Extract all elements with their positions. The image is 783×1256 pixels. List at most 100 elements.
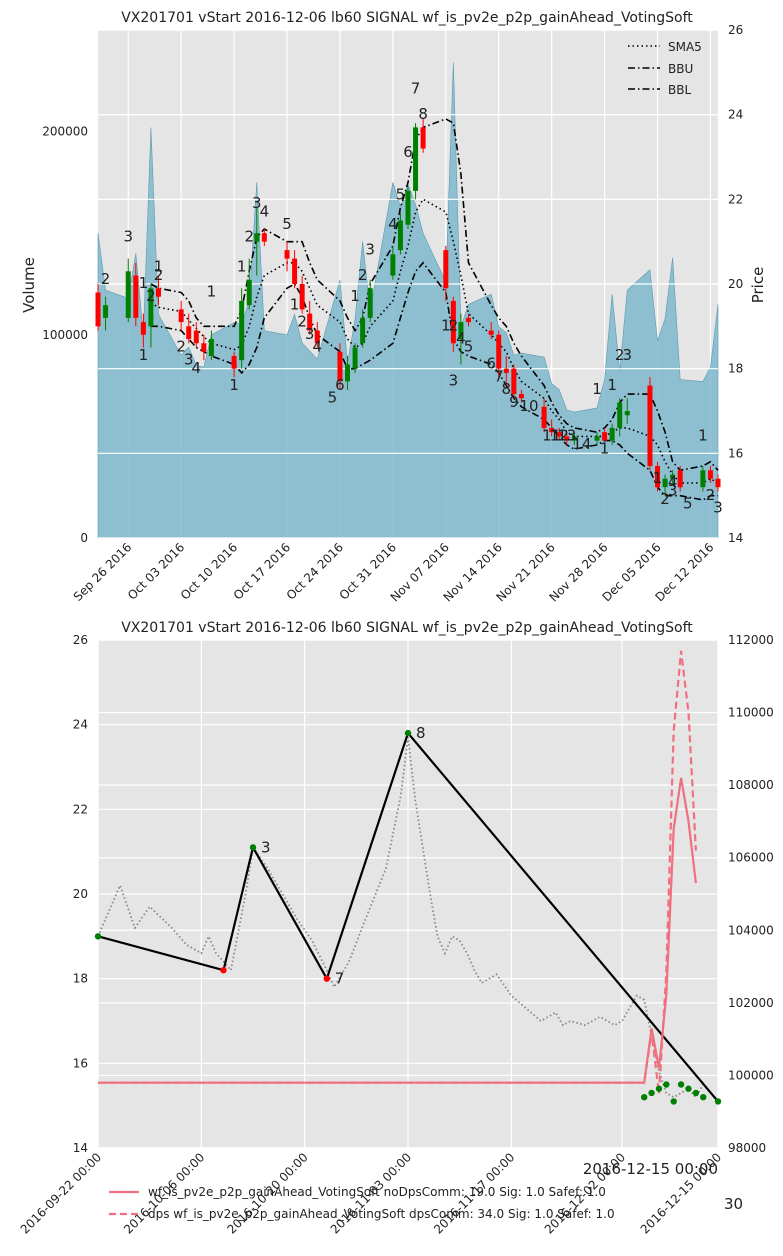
pivot-label: 7 bbox=[335, 970, 345, 988]
price-tick-label: 26 bbox=[73, 633, 88, 647]
candle-down bbox=[95, 292, 101, 327]
equity-lines bbox=[97, 650, 719, 1103]
count-label: 4 bbox=[388, 215, 398, 233]
candle-up bbox=[397, 220, 403, 251]
count-label: 3 bbox=[252, 194, 262, 212]
count-label: 7 bbox=[411, 80, 421, 98]
count-label: 8 bbox=[502, 380, 512, 398]
candle-down bbox=[677, 470, 683, 488]
pivot-point bbox=[220, 967, 227, 974]
count-label: 4 bbox=[456, 329, 466, 347]
count-label: 4 bbox=[260, 202, 270, 220]
price-tick-label: 26 bbox=[728, 23, 743, 37]
candle-up bbox=[148, 288, 154, 327]
candle-down bbox=[503, 368, 509, 373]
bbl-line bbox=[150, 261, 718, 501]
count-label: 5 bbox=[328, 389, 338, 407]
count-labels: 2311212234111234512345612345678123456789… bbox=[101, 80, 723, 517]
volume-tick-label: 200000 bbox=[42, 125, 88, 139]
candle-down bbox=[556, 432, 562, 437]
candle-up bbox=[670, 474, 676, 479]
candle-down bbox=[443, 250, 449, 289]
count-label: 2 bbox=[154, 266, 164, 284]
pivot-point bbox=[323, 975, 331, 982]
equity-tick-label: 104000 bbox=[728, 923, 774, 937]
count-label: 2 bbox=[244, 228, 254, 246]
equity-tick-label: 102000 bbox=[728, 996, 774, 1010]
candle-up bbox=[617, 402, 623, 428]
count-label: 5 bbox=[282, 215, 292, 233]
pivot-label: 3 bbox=[261, 838, 271, 856]
candle-down bbox=[284, 250, 290, 259]
count-label: 1 bbox=[350, 287, 360, 305]
legend-sma5-label: SMA5 bbox=[668, 40, 702, 54]
price-tick-label: 22 bbox=[73, 802, 88, 816]
count-label: 2 bbox=[176, 338, 186, 356]
count-label: 4 bbox=[192, 359, 202, 377]
count-label: 3 bbox=[622, 346, 632, 364]
pivot-points: 3 7 8 bbox=[94, 724, 722, 1105]
candle-down bbox=[715, 478, 721, 488]
candle-up bbox=[125, 271, 131, 318]
candle-down bbox=[549, 427, 555, 433]
signal-dot bbox=[640, 1094, 648, 1101]
corner-date-label: 2016-12-15 00:00 bbox=[583, 1160, 718, 1178]
candle-down bbox=[465, 317, 471, 323]
bottom-gridlines bbox=[97, 639, 719, 1149]
count-label: 13 bbox=[557, 427, 576, 445]
candle-down bbox=[193, 330, 199, 344]
count-label: 3 bbox=[668, 482, 678, 500]
signal-dot bbox=[692, 1089, 700, 1097]
price-tick-label: 20 bbox=[73, 887, 88, 901]
top-legend: SMA5 BBU BBL bbox=[628, 40, 702, 97]
final-count-label: 30 bbox=[724, 1195, 743, 1213]
candle-down bbox=[420, 127, 426, 149]
bottom-legend: wf_is_pv2e_p2p_gainAhead_VotingSoft noDp… bbox=[109, 1185, 615, 1221]
signal-dot bbox=[648, 1089, 655, 1097]
count-label: 1 bbox=[653, 469, 663, 487]
signal-dot bbox=[655, 1085, 663, 1092]
legend-bbl-label: BBL bbox=[668, 83, 691, 97]
candle-down bbox=[337, 351, 343, 382]
candle-down bbox=[450, 300, 456, 344]
price-tick-label: 20 bbox=[728, 277, 743, 291]
count-label: 5 bbox=[464, 338, 474, 356]
candle-up bbox=[624, 411, 630, 416]
equity-tick-label: 106000 bbox=[728, 851, 774, 865]
candle-down bbox=[496, 334, 502, 369]
count-label: 2 bbox=[706, 486, 716, 504]
candle-down bbox=[299, 284, 305, 310]
candle-down bbox=[541, 406, 547, 428]
candle-up bbox=[360, 317, 366, 344]
candle-up bbox=[352, 347, 358, 369]
candle-up bbox=[367, 288, 373, 318]
candle-down bbox=[707, 470, 713, 479]
equity-tick-label: 112000 bbox=[728, 633, 774, 647]
count-label: 1 bbox=[229, 376, 239, 394]
equity-tick-label: 98000 bbox=[728, 1141, 766, 1155]
count-label: 10 bbox=[519, 397, 538, 415]
count-label: 6 bbox=[335, 376, 345, 394]
count-label: 8 bbox=[418, 105, 428, 123]
count-label: 7 bbox=[494, 367, 504, 385]
price-tick-label: 16 bbox=[73, 1056, 88, 1070]
signal-dot bbox=[670, 1098, 677, 1105]
volume-tick-label: 100000 bbox=[42, 328, 88, 342]
count-label: 2 bbox=[146, 287, 156, 305]
count-label: 2 bbox=[615, 346, 625, 364]
count-label: 6 bbox=[486, 355, 496, 373]
candle-down bbox=[292, 258, 298, 284]
price-tick-label: 18 bbox=[73, 972, 88, 986]
candle-down bbox=[155, 288, 161, 297]
count-label: 4 bbox=[312, 338, 322, 356]
price-tick-label: 14 bbox=[728, 531, 743, 545]
candle-down bbox=[511, 368, 517, 395]
price-tick-label: 14 bbox=[73, 1141, 88, 1155]
bbu-line bbox=[150, 118, 719, 472]
count-label: 9 bbox=[509, 393, 519, 411]
price-tick-label: 24 bbox=[73, 718, 88, 732]
candle-up bbox=[390, 254, 396, 276]
signal-dot bbox=[677, 1081, 685, 1088]
count-label: 1 bbox=[207, 283, 217, 301]
